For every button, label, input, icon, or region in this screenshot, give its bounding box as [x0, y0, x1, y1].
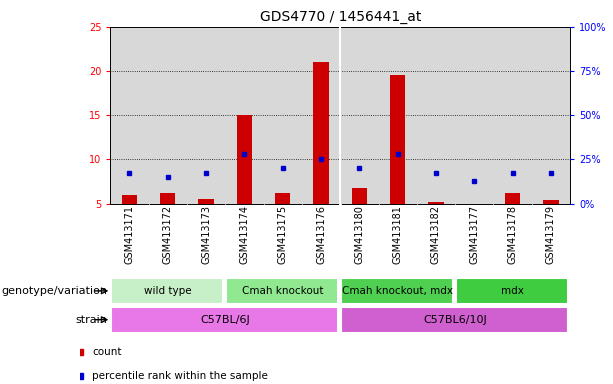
Bar [187, 27, 226, 204]
Bar [390, 76, 405, 204]
Bar [199, 199, 214, 204]
Bar [110, 27, 148, 204]
Bar [456, 278, 568, 304]
Bar [352, 188, 367, 204]
Bar [264, 27, 302, 204]
Bar [112, 307, 338, 333]
Bar [160, 193, 175, 204]
Bar [505, 193, 520, 204]
Bar [341, 307, 568, 333]
Text: wild type: wild type [144, 286, 192, 296]
Bar [112, 278, 223, 304]
Bar [417, 27, 455, 204]
Bar [275, 193, 291, 204]
Text: genotype/variation: genotype/variation [1, 286, 107, 296]
Title: GDS4770 / 1456441_at: GDS4770 / 1456441_at [259, 10, 421, 25]
Text: count: count [92, 347, 121, 358]
Text: C57BL6/10J: C57BL6/10J [424, 314, 487, 325]
Text: strain: strain [75, 314, 107, 325]
Bar [122, 195, 137, 204]
Text: percentile rank within the sample: percentile rank within the sample [92, 371, 268, 381]
Text: Cmah knockout: Cmah knockout [242, 286, 324, 296]
Bar [531, 27, 570, 204]
Bar [237, 115, 252, 204]
Text: mdx: mdx [501, 286, 524, 296]
Text: C57BL/6J: C57BL/6J [200, 314, 250, 325]
Bar [226, 278, 338, 304]
Bar [378, 27, 417, 204]
Bar [302, 27, 340, 204]
Bar [340, 27, 378, 204]
Bar [341, 278, 453, 304]
Bar [428, 202, 444, 204]
Text: Cmah knockout, mdx: Cmah knockout, mdx [342, 286, 453, 296]
Bar [313, 62, 329, 204]
Bar [148, 27, 187, 204]
Bar [543, 200, 558, 204]
Bar [455, 27, 493, 204]
Bar [226, 27, 264, 204]
Bar [493, 27, 531, 204]
